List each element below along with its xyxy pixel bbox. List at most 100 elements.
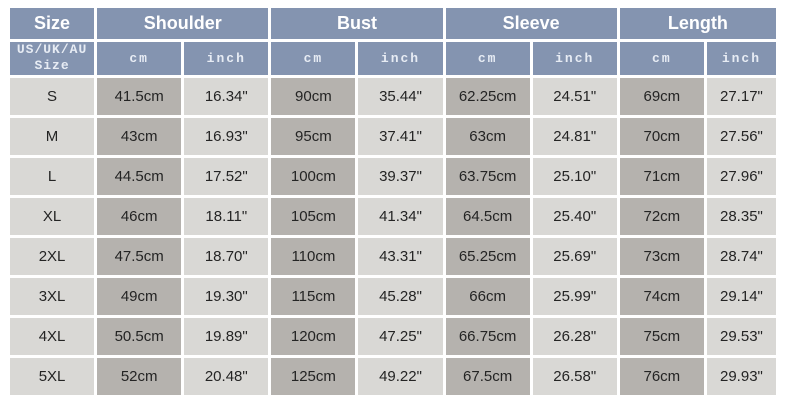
length-cm-cell: 71cm [619, 157, 704, 195]
size-cell: L [10, 157, 95, 195]
sleeve-cm-cell: 62.25cm [445, 77, 530, 115]
shoulder-inch-cell: 18.70" [184, 237, 269, 275]
length-inch-cell: 29.53" [706, 317, 776, 355]
table-subheader-row: US/UK/AU Size cm inch cm inch cm inch cm… [10, 42, 776, 75]
subheader-region-line2: Size [34, 58, 70, 74]
sleeve-inch-cell: 24.51" [532, 77, 617, 115]
sleeve-inch-cell: 25.69" [532, 237, 617, 275]
bust-inch-cell: 49.22" [358, 357, 443, 395]
sleeve-inch-cell: 25.40" [532, 197, 617, 235]
sleeve-inch-cell: 26.28" [532, 317, 617, 355]
length-inch-cell: 27.17" [706, 77, 776, 115]
bust-inch-cell: 41.34" [358, 197, 443, 235]
bust-cm-cell: 125cm [271, 357, 356, 395]
shoulder-cm-cell: 52cm [97, 357, 182, 395]
length-cm-cell: 69cm [619, 77, 704, 115]
column-header-shoulder: Shoulder [97, 8, 269, 39]
length-cm-cell: 73cm [619, 237, 704, 275]
length-inch-cell: 29.93" [706, 357, 776, 395]
bust-inch-cell: 37.41" [358, 117, 443, 155]
subheader-unit-cm: cm [97, 42, 182, 75]
bust-inch-cell: 45.28" [358, 277, 443, 315]
sleeve-inch-cell: 26.58" [532, 357, 617, 395]
column-header-length: Length [619, 8, 776, 39]
length-inch-cell: 29.14" [706, 277, 776, 315]
bust-cm-cell: 100cm [271, 157, 356, 195]
shoulder-cm-cell: 44.5cm [97, 157, 182, 195]
bust-inch-cell: 47.25" [358, 317, 443, 355]
table-row-2xl: 2XL 47.5cm 18.70" 110cm 43.31" 65.25cm 2… [10, 237, 776, 275]
shoulder-cm-cell: 49cm [97, 277, 182, 315]
size-cell: M [10, 117, 95, 155]
column-header-bust: Bust [271, 8, 443, 39]
length-cm-cell: 72cm [619, 197, 704, 235]
sleeve-cm-cell: 66cm [445, 277, 530, 315]
size-cell: 3XL [10, 277, 95, 315]
subheader-unit-inch: inch [358, 42, 443, 75]
table-row-4xl: 4XL 50.5cm 19.89" 120cm 47.25" 66.75cm 2… [10, 317, 776, 355]
sleeve-cm-cell: 65.25cm [445, 237, 530, 275]
length-cm-cell: 75cm [619, 317, 704, 355]
size-cell: S [10, 77, 95, 115]
length-inch-cell: 28.35" [706, 197, 776, 235]
table-row-5xl: 5XL 52cm 20.48" 125cm 49.22" 67.5cm 26.5… [10, 357, 776, 395]
subheader-unit-cm: cm [619, 42, 704, 75]
sleeve-inch-cell: 25.99" [532, 277, 617, 315]
shoulder-inch-cell: 20.48" [184, 357, 269, 395]
shoulder-inch-cell: 18.11" [184, 197, 269, 235]
length-inch-cell: 27.56" [706, 117, 776, 155]
shoulder-inch-cell: 19.30" [184, 277, 269, 315]
column-header-sleeve: Sleeve [445, 8, 617, 39]
size-cell: 2XL [10, 237, 95, 275]
bust-inch-cell: 39.37" [358, 157, 443, 195]
shoulder-cm-cell: 43cm [97, 117, 182, 155]
shoulder-inch-cell: 16.93" [184, 117, 269, 155]
sleeve-cm-cell: 63cm [445, 117, 530, 155]
sleeve-inch-cell: 24.81" [532, 117, 617, 155]
length-inch-cell: 28.74" [706, 237, 776, 275]
table-header-row: Size Shoulder Bust Sleeve Length [10, 8, 776, 39]
bust-cm-cell: 110cm [271, 237, 356, 275]
table-row-xl: XL 46cm 18.11" 105cm 41.34" 64.5cm 25.40… [10, 197, 776, 235]
table-row-m: M 43cm 16.93" 95cm 37.41" 63cm 24.81" 70… [10, 117, 776, 155]
bust-cm-cell: 120cm [271, 317, 356, 355]
subheader-unit-cm: cm [271, 42, 356, 75]
table-row-3xl: 3XL 49cm 19.30" 115cm 45.28" 66cm 25.99"… [10, 277, 776, 315]
shoulder-inch-cell: 16.34" [184, 77, 269, 115]
size-cell: XL [10, 197, 95, 235]
subheader-region-line1: US/UK/AU [16, 42, 88, 57]
size-cell: 4XL [10, 317, 95, 355]
length-cm-cell: 76cm [619, 357, 704, 395]
length-cm-cell: 74cm [619, 277, 704, 315]
size-chart-table: Size Shoulder Bust Sleeve Length US/UK/A… [7, 5, 779, 398]
subheader-unit-inch: inch [532, 42, 617, 75]
shoulder-inch-cell: 17.52" [184, 157, 269, 195]
sleeve-cm-cell: 64.5cm [445, 197, 530, 235]
bust-inch-cell: 35.44" [358, 77, 443, 115]
subheader-unit-inch: inch [184, 42, 269, 75]
subheader-region-size: US/UK/AU Size [10, 42, 95, 75]
bust-cm-cell: 90cm [271, 77, 356, 115]
length-cm-cell: 70cm [619, 117, 704, 155]
column-header-size: Size [10, 8, 95, 39]
bust-cm-cell: 105cm [271, 197, 356, 235]
bust-inch-cell: 43.31" [358, 237, 443, 275]
shoulder-cm-cell: 41.5cm [97, 77, 182, 115]
shoulder-cm-cell: 46cm [97, 197, 182, 235]
table-row-s: S 41.5cm 16.34" 90cm 35.44" 62.25cm 24.5… [10, 77, 776, 115]
length-inch-cell: 27.96" [706, 157, 776, 195]
size-cell: 5XL [10, 357, 95, 395]
subheader-unit-cm: cm [445, 42, 530, 75]
sleeve-cm-cell: 67.5cm [445, 357, 530, 395]
bust-cm-cell: 95cm [271, 117, 356, 155]
sleeve-cm-cell: 63.75cm [445, 157, 530, 195]
sleeve-cm-cell: 66.75cm [445, 317, 530, 355]
shoulder-cm-cell: 50.5cm [97, 317, 182, 355]
sleeve-inch-cell: 25.10" [532, 157, 617, 195]
table-row-l: L 44.5cm 17.52" 100cm 39.37" 63.75cm 25.… [10, 157, 776, 195]
bust-cm-cell: 115cm [271, 277, 356, 315]
subheader-unit-inch: inch [706, 42, 776, 75]
shoulder-cm-cell: 47.5cm [97, 237, 182, 275]
shoulder-inch-cell: 19.89" [184, 317, 269, 355]
